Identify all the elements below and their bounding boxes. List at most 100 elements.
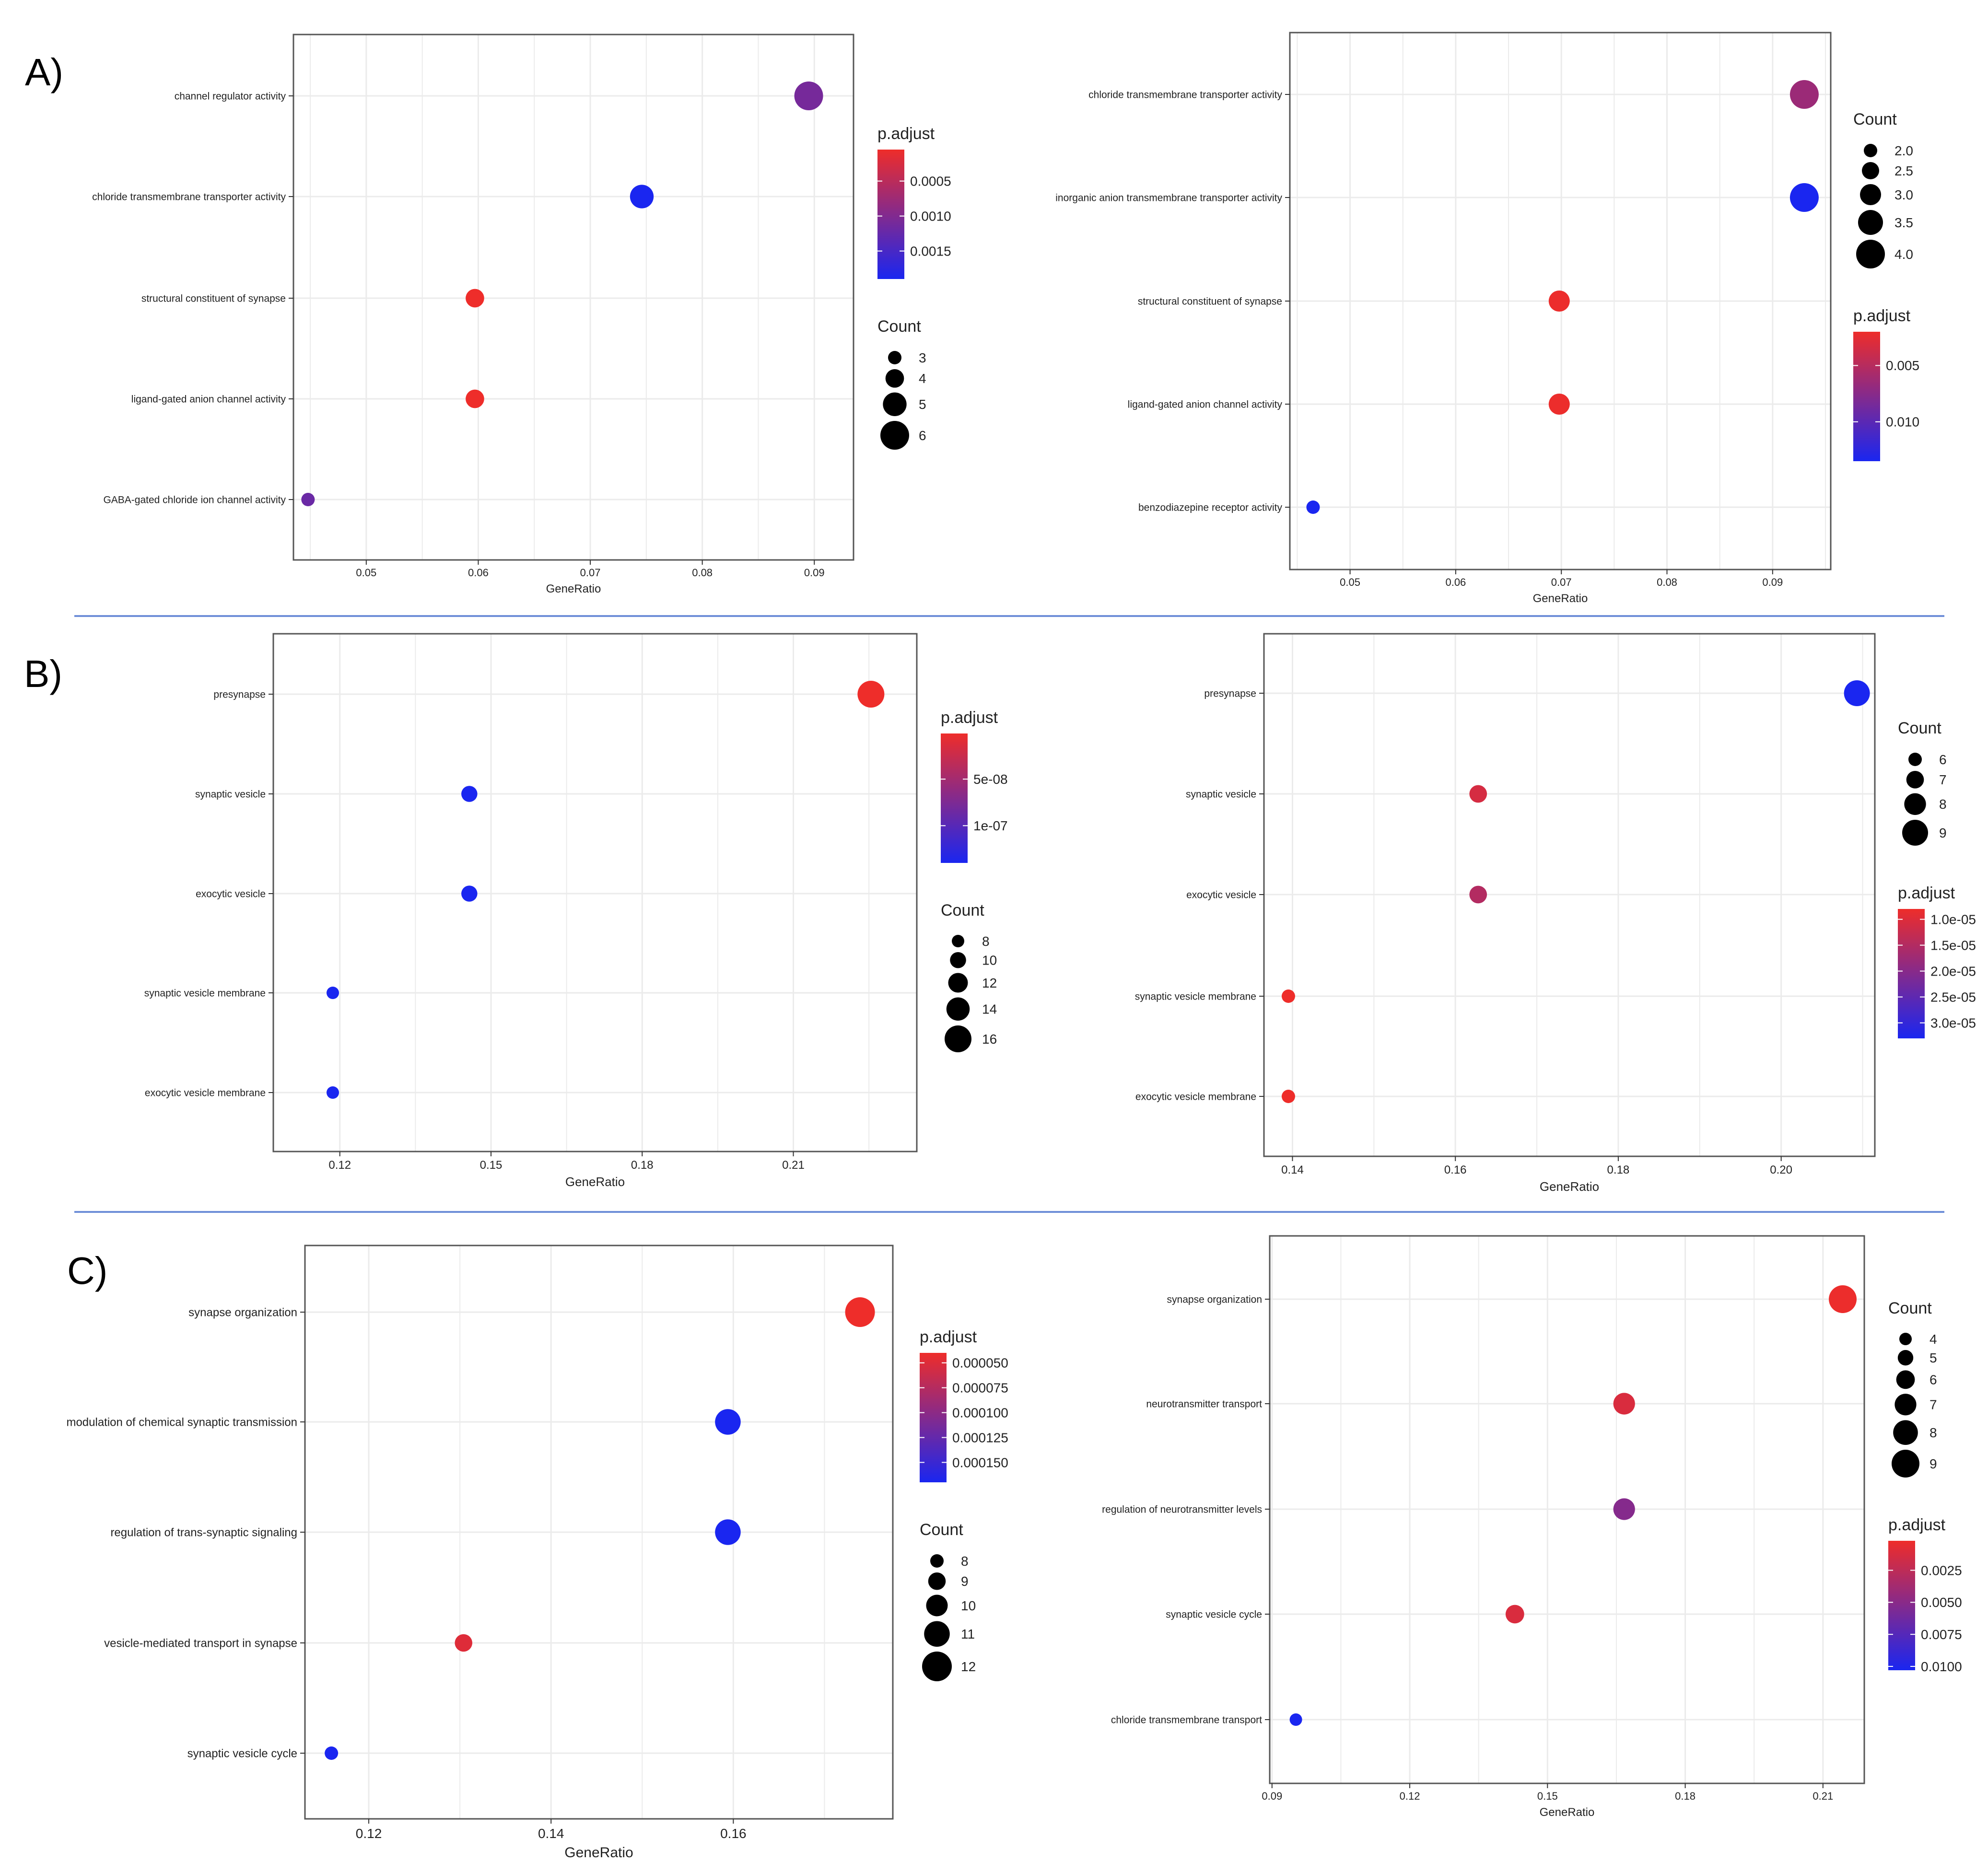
size-legend-label: 4 — [919, 371, 926, 386]
colorbar-tick-label: 0.005 — [1886, 358, 1919, 373]
size-legend-dot — [922, 1652, 952, 1681]
size-legend-dot — [1864, 144, 1877, 157]
colorbar-tick-label: 0.000100 — [952, 1405, 1008, 1420]
data-point — [1469, 785, 1487, 803]
x-axis-label: GeneRatio — [546, 582, 601, 595]
size-legend-title: Count — [941, 901, 984, 919]
x-tick-label: 0.05 — [356, 567, 376, 579]
y-tick-label: synaptic vesicle — [195, 789, 266, 800]
size-legend-dot — [883, 392, 907, 416]
y-tick-label: vesicle-mediated transport in synapse — [104, 1637, 297, 1650]
size-legend-dot — [946, 997, 970, 1021]
size-legend-dot — [1858, 210, 1883, 235]
size-legend-label: 12 — [961, 1659, 976, 1674]
panel-label-c: C) — [67, 1249, 108, 1292]
size-legend-title: Count — [1888, 1299, 1932, 1317]
chart-b-right: presynapse synaptic vesicle exocytic vesic… — [1135, 633, 1976, 1194]
y-tick-label: exocytic vesicle — [196, 888, 266, 899]
size-legend-label: 3 — [919, 350, 926, 365]
y-tick-label: channel regulator activity — [175, 91, 286, 102]
divider-bc — [74, 1211, 1944, 1213]
data-point — [1469, 885, 1487, 904]
x-tick-label: 0.09 — [804, 567, 825, 579]
size-legend-dot — [952, 935, 964, 947]
plot-frame — [292, 34, 854, 561]
colorbar — [941, 733, 968, 863]
x-tick-label: 0.06 — [468, 567, 489, 579]
x-tick-label: 0.18 — [1607, 1164, 1630, 1176]
x-tick-label: 0.06 — [1445, 576, 1466, 588]
colorbar — [1853, 332, 1880, 461]
colorbar-tick-label: 2.5e-05 — [1930, 989, 1976, 1004]
y-tick-label: chloride transmembrane transporter activ… — [92, 191, 286, 202]
x-tick-label: 0.05 — [1340, 576, 1360, 588]
size-legend-dot — [1899, 1333, 1912, 1345]
size-legend-dot — [1893, 1420, 1918, 1445]
colorbar-tick-label: 0.0050 — [1921, 1595, 1962, 1610]
colorbar-tick-label: 0.000150 — [952, 1455, 1008, 1470]
size-legend-label: 3.5 — [1894, 215, 1913, 230]
color-legend-title: p.adjust — [1888, 1516, 1946, 1534]
size-legend-label: 4.0 — [1894, 247, 1913, 262]
colorbar — [877, 150, 904, 279]
size-legend-label: 7 — [1930, 1397, 1937, 1412]
y-tick-label: synaptic vesicle — [1186, 789, 1256, 800]
size-legend-label: 12 — [982, 976, 997, 990]
y-tick-label: presynapse — [213, 689, 266, 700]
x-tick-label: 0.14 — [538, 1826, 564, 1841]
data-point — [845, 1297, 875, 1327]
size-legend-dot — [945, 1025, 971, 1052]
data-point — [1505, 1605, 1524, 1624]
size-legend-dot — [1892, 1450, 1919, 1478]
y-tick-label: neurotransmitter transport — [1146, 1398, 1262, 1409]
data-point — [1844, 680, 1870, 706]
size-legend-label: 14 — [982, 1002, 997, 1017]
data-point — [301, 493, 315, 506]
x-axis-label: GeneRatio — [1540, 1179, 1599, 1194]
x-tick-label: 0.12 — [356, 1826, 382, 1841]
size-legend-label: 2.5 — [1894, 163, 1913, 178]
x-tick-label: 0.09 — [1262, 1790, 1282, 1802]
data-point — [466, 389, 484, 408]
x-tick-label: 0.09 — [1762, 576, 1783, 588]
data-point — [1281, 1090, 1295, 1103]
data-point — [1306, 500, 1320, 514]
x-axis-label: GeneRatio — [564, 1845, 633, 1861]
color-legend-title: p.adjust — [920, 1328, 977, 1346]
data-point — [327, 987, 339, 999]
colorbar-tick-label: 0.0015 — [910, 244, 951, 258]
x-tick-label: 0.16 — [1444, 1164, 1467, 1176]
y-tick-label: regulation of neurotransmitter levels — [1102, 1504, 1262, 1515]
y-tick-label: synaptic vesicle cycle — [1166, 1609, 1262, 1620]
size-legend-dot — [1906, 771, 1924, 789]
y-tick-label: structural constituent of synapse — [141, 293, 286, 304]
size-legend-label: 6 — [919, 428, 926, 443]
data-point — [715, 1519, 741, 1545]
y-tick-label: chloride transmembrane transport — [1111, 1714, 1262, 1725]
data-point — [794, 81, 823, 110]
size-legend-dot — [1896, 1370, 1915, 1389]
size-legend-label: 9 — [961, 1574, 969, 1589]
y-tick-label: synaptic vesicle membrane — [144, 988, 266, 999]
plot-frame — [272, 633, 918, 1152]
y-tick-label: benzodiazepine receptor activity — [1138, 502, 1283, 513]
size-legend-label: 9 — [1939, 826, 1947, 840]
y-tick-label: ligand-gated anion channel activity — [131, 394, 286, 405]
color-legend-title: p.adjust — [1853, 307, 1911, 325]
chart-c-left: synapse organization modulation of chemic… — [66, 1245, 1008, 1861]
size-legend-label: 16 — [982, 1032, 997, 1047]
y-tick-label: synaptic vesicle cycle — [187, 1747, 297, 1760]
colorbar-tick-label: 0.000125 — [952, 1430, 1008, 1445]
colorbar — [1888, 1541, 1915, 1670]
x-tick-label: 0.07 — [1551, 576, 1572, 588]
size-legend-title: Count — [1853, 110, 1897, 128]
chart-a-right: chloride transmembrane transporter activ… — [1055, 32, 1919, 605]
size-legend-dot — [885, 369, 904, 388]
size-legend-title: Count — [920, 1521, 963, 1539]
data-point — [1281, 989, 1295, 1003]
y-tick-label: synapse organization — [188, 1306, 297, 1319]
colorbar-tick-label: 1.5e-05 — [1930, 938, 1976, 953]
size-legend-dot — [924, 1621, 950, 1647]
x-tick-label: 0.15 — [480, 1159, 503, 1172]
data-point — [1789, 183, 1819, 212]
